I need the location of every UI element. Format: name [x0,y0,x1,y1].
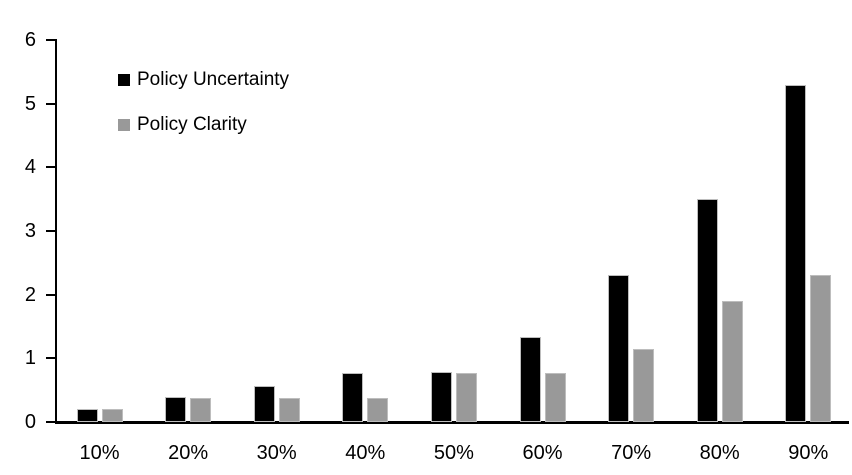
legend-label-policy-uncertainty: Policy Uncertainty [137,69,290,90]
x-axis-label: 40% [345,442,386,464]
x-axis-line [55,421,849,424]
x-axis-label: 90% [788,442,829,464]
x-axis-label: 30% [256,442,297,464]
x-axis-label: 80% [699,442,740,464]
x-axis-label: 60% [522,442,563,464]
bar-policy-clarity [810,275,832,422]
legend-swatch-policy-clarity [118,118,130,131]
x-axis-label: 10% [79,442,120,464]
y-axis-line [55,39,57,424]
bar-policy-clarity [544,373,566,422]
bar-policy-clarity [455,373,477,422]
legend-item-policy-uncertainty: Policy Uncertainty [118,70,289,89]
bar-policy-uncertainty [519,337,541,422]
y-axis-tick-label: 5 [24,92,36,115]
bar-policy-uncertainty [430,372,452,422]
y-axis-tick-label: 0 [24,411,36,433]
y-axis-tick-label: 2 [24,283,36,306]
bar-policy-uncertainty [76,409,98,422]
y-axis-tick-label: 4 [24,156,36,179]
bar-policy-uncertainty [608,275,630,422]
legend: Policy Uncertainty Policy Clarity [118,70,289,134]
bar-policy-uncertainty [785,85,807,422]
bar-policy-clarity [278,398,300,422]
y-axis-tick-label: 1 [24,347,36,370]
bar-policy-clarity [190,398,212,422]
bar-policy-uncertainty [253,386,275,422]
bar-policy-uncertainty [165,397,187,422]
y-axis-tick [46,102,56,105]
bar-policy-clarity [101,409,123,422]
y-axis-tick-label: 6 [24,28,36,51]
bar-policy-uncertainty [696,199,718,422]
legend-label-policy-clarity: Policy Clarity [137,114,247,135]
bar-policy-clarity [721,301,743,422]
y-axis-tick [46,421,56,423]
y-axis-tick [46,293,56,296]
bar-policy-clarity [367,398,389,422]
y-axis-tick-label: 3 [24,219,36,242]
bar-policy-clarity [633,349,655,422]
y-axis-tick [46,357,56,360]
x-axis-label: 50% [433,442,474,464]
y-axis-tick [46,229,56,232]
legend-swatch-policy-uncertainty [118,73,130,86]
y-axis-tick [46,38,56,41]
legend-item-policy-clarity: Policy Clarity [118,115,289,134]
y-axis-tick [46,166,56,169]
x-axis-label: 20% [168,442,209,464]
bar-policy-uncertainty [342,373,364,422]
x-axis-label: 70% [611,442,652,464]
